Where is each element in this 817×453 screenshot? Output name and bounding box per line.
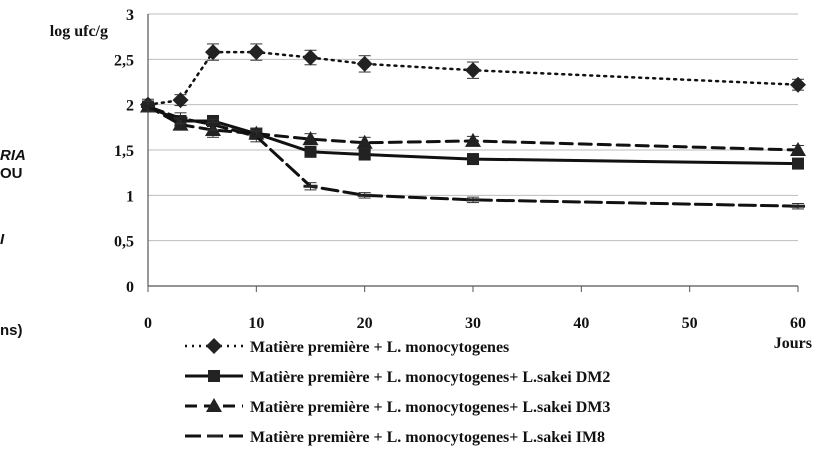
legend-marker bbox=[206, 338, 222, 354]
x-tick-label: 10 bbox=[248, 315, 264, 332]
data-point bbox=[304, 145, 317, 158]
y-tick-label: 2,5 bbox=[114, 52, 134, 69]
data-point bbox=[302, 49, 319, 66]
side-text-fragment-4: ns) bbox=[0, 322, 23, 339]
x-axis-label: Jours bbox=[774, 335, 812, 352]
series-layer bbox=[140, 43, 806, 210]
y-tick-label: 3 bbox=[126, 7, 134, 24]
data-point bbox=[356, 55, 373, 72]
x-tick-label: 30 bbox=[465, 315, 481, 332]
series-line bbox=[146, 50, 800, 106]
y-tick-label: 1,5 bbox=[114, 143, 134, 160]
x-tick-label: 50 bbox=[682, 315, 698, 332]
legend-marker bbox=[208, 370, 220, 382]
data-point bbox=[467, 153, 479, 166]
data-point bbox=[790, 76, 806, 93]
data-point bbox=[302, 131, 319, 146]
axis-layer: 00,511,522,530 10 20 30 40 50 60 bbox=[114, 7, 806, 332]
data-point bbox=[172, 92, 189, 109]
y-tick-label: 0,5 bbox=[114, 234, 134, 251]
series-3 bbox=[140, 98, 806, 156]
legend-marker bbox=[206, 398, 222, 412]
legend-label: Matière première + L. monocytogenes+ L.s… bbox=[250, 429, 605, 446]
x-tick-label: 60 bbox=[790, 315, 806, 332]
series-line bbox=[146, 104, 800, 152]
data-point bbox=[465, 132, 481, 147]
y-tick-label: 0 bbox=[126, 279, 134, 296]
legend: Matière première + L. monocytogenes Matiè… bbox=[185, 338, 610, 446]
legend-label: Matière première + L. monocytogenes+ L.s… bbox=[250, 399, 610, 416]
legend-entry-4: Matière première + L. monocytogenes+ L.s… bbox=[185, 429, 605, 446]
x-tick-label: 20 bbox=[357, 315, 373, 332]
legend-entry-3: Matière première + L. monocytogenes+ L.s… bbox=[185, 398, 610, 416]
legend-entry-2: Matière première + L. monocytogenes+ L.s… bbox=[185, 369, 610, 386]
side-text-fragment-2: OU bbox=[0, 165, 23, 182]
legend-label: Matière première + L. monocytogenes+ L.s… bbox=[250, 369, 610, 386]
series-4 bbox=[141, 100, 805, 210]
data-point bbox=[205, 44, 221, 61]
y-axis-label: log ufc/g bbox=[50, 23, 108, 40]
data-point bbox=[248, 44, 265, 61]
series-line bbox=[146, 104, 800, 208]
data-point bbox=[356, 134, 373, 149]
legend-label: Matière première + L. monocytogenes bbox=[250, 339, 509, 356]
y-tick-label: 2 bbox=[126, 98, 134, 115]
data-point bbox=[790, 142, 806, 156]
legend-entry-1: Matière première + L. monocytogenes bbox=[185, 338, 509, 356]
side-text-fragment-3: I bbox=[0, 231, 5, 248]
series-1 bbox=[140, 43, 806, 113]
y-tick-label: 1 bbox=[126, 188, 134, 205]
side-text-fragment-1: RIA bbox=[0, 147, 26, 164]
data-point bbox=[358, 148, 371, 161]
data-point bbox=[792, 157, 804, 170]
grid-layer bbox=[148, 13, 798, 242]
data-point bbox=[465, 62, 481, 79]
x-tick-label: 40 bbox=[573, 315, 589, 332]
x-tick-label: 0 bbox=[144, 315, 152, 332]
